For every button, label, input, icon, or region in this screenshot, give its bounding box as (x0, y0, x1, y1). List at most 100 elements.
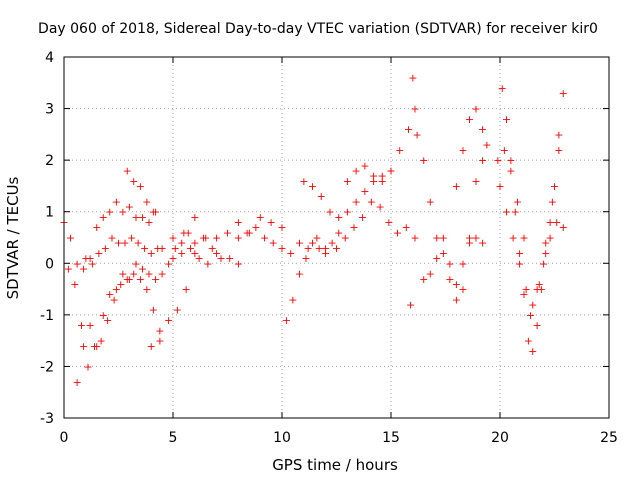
data-point: + (332, 242, 341, 255)
data-point: + (138, 262, 147, 275)
data-point: + (395, 144, 404, 157)
data-point: + (465, 237, 474, 250)
data-point: + (498, 82, 507, 95)
data-point: + (125, 273, 134, 286)
x-tick-label: 0 (60, 430, 69, 446)
data-point: + (406, 299, 415, 312)
data-point: + (458, 144, 467, 157)
data-point: + (107, 232, 116, 245)
x-tick-label: 20 (491, 430, 509, 446)
data-point: + (471, 103, 480, 116)
data-point: + (94, 247, 103, 260)
data-point: + (500, 144, 509, 157)
data-point: + (541, 247, 550, 260)
y-tick-label: -3 (40, 411, 54, 427)
data-point: + (358, 211, 367, 224)
series-trace-7: ++ ++ + + + + ++ + + (157, 211, 286, 255)
series-trace-11: + +++ + ++++ + + (299, 164, 395, 223)
data-point: + (465, 232, 474, 245)
series-trace-13: ++ ++ +++++ (343, 103, 420, 188)
data-point: + (177, 237, 186, 250)
data-point: + (147, 247, 156, 260)
data-point: + (301, 252, 310, 265)
data-point: + (360, 185, 369, 198)
data-point: + (532, 283, 541, 296)
data-point: + (312, 232, 321, 245)
data-point: + (404, 123, 413, 136)
data-point: + (349, 221, 358, 234)
data-point: + (343, 206, 352, 219)
data-point: + (528, 299, 537, 312)
data-point: + (96, 335, 105, 348)
data-point: + (168, 252, 177, 265)
data-point: + (535, 278, 544, 291)
data-point: + (212, 232, 221, 245)
data-point: + (177, 247, 186, 260)
data-point: + (234, 257, 243, 270)
data-point: + (179, 226, 188, 239)
series-trace-15: ++++++++++++ (408, 72, 487, 307)
data-point: + (445, 273, 454, 286)
data-point: + (334, 211, 343, 224)
data-point: + (352, 164, 361, 177)
data-point: + (266, 216, 275, 229)
data-point: + (225, 252, 234, 265)
data-point: + (495, 180, 504, 193)
y-tick-label: 1 (45, 205, 54, 221)
data-point: + (526, 309, 535, 322)
data-point: + (223, 226, 232, 239)
data-point: + (548, 195, 557, 208)
data-point: + (184, 226, 193, 239)
data-point: + (304, 242, 313, 255)
data-point: + (410, 232, 419, 245)
data-point: + (112, 283, 121, 296)
data-point: + (99, 309, 108, 322)
data-point: + (199, 232, 208, 245)
data-point: + (72, 376, 81, 389)
data-point: + (70, 278, 79, 291)
data-point: + (502, 113, 511, 126)
data-point: + (129, 268, 138, 281)
data-point: + (554, 128, 563, 141)
chart-title: Day 060 of 2018, Sidereal Day-to-day VTE… (38, 21, 598, 37)
data-point: + (83, 360, 92, 373)
data-point: + (131, 211, 140, 224)
series-trace-2: +++++++++++++++ (64, 262, 165, 373)
data-point: + (413, 128, 422, 141)
data-point: + (251, 221, 260, 234)
data-point: + (519, 232, 528, 245)
data-point: + (375, 201, 384, 214)
data-point: + (471, 232, 480, 245)
data-point: + (308, 237, 317, 250)
data-point: + (153, 242, 162, 255)
data-point: + (151, 206, 160, 219)
data-point: + (537, 283, 546, 296)
data-point: + (559, 87, 568, 100)
data-point: + (164, 257, 173, 270)
data-point: + (502, 206, 511, 219)
data-point: + (288, 293, 297, 306)
data-point: + (243, 226, 252, 239)
data-point: + (164, 314, 173, 327)
y-tick-label: 3 (45, 102, 54, 118)
data-point: + (522, 283, 531, 296)
data-point: + (471, 175, 480, 188)
data-point: + (105, 288, 114, 301)
data-point: + (408, 72, 417, 85)
data-point: + (513, 195, 522, 208)
data-point: + (506, 164, 515, 177)
data-point: + (277, 221, 286, 234)
data-point: + (308, 180, 317, 193)
data-point: + (541, 237, 550, 250)
data-point: + (114, 237, 123, 250)
plot-frame (63, 56, 610, 419)
data-point: + (478, 237, 487, 250)
data-point: + (369, 170, 378, 183)
data-point: + (201, 232, 210, 245)
data-point: + (234, 216, 243, 229)
data-point: + (92, 221, 101, 234)
data-point: + (419, 154, 428, 167)
data-point: + (103, 314, 112, 327)
data-point: + (256, 211, 265, 224)
data-point: + (92, 340, 101, 353)
